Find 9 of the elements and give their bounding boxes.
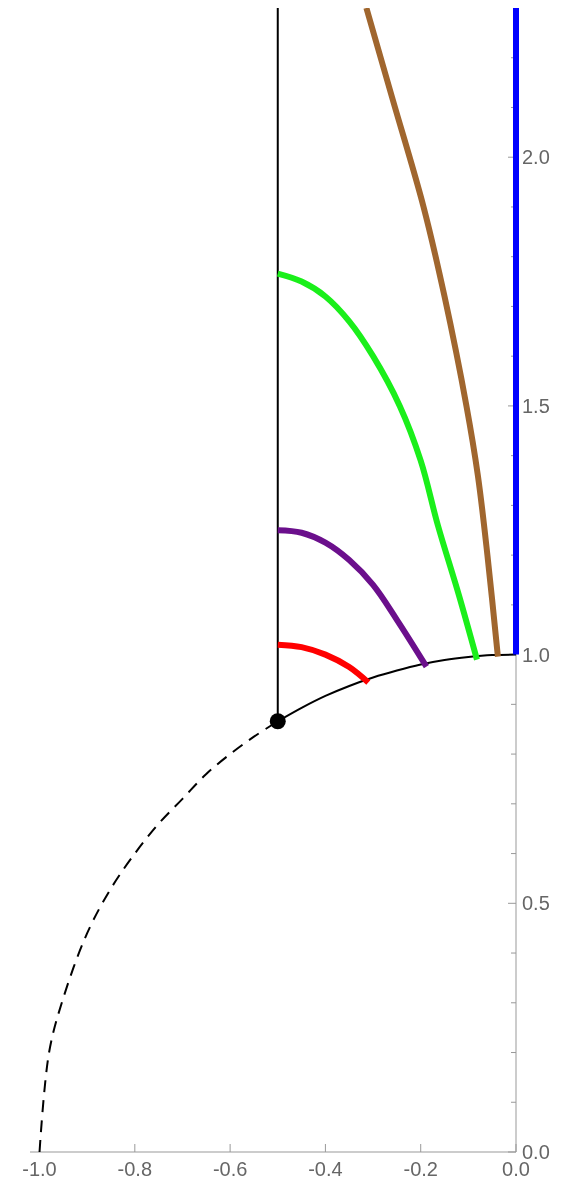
x-tick-label: -0.8 (117, 1158, 153, 1180)
x-tick-label: -0.4 (308, 1158, 343, 1180)
y-tick-label: 1.0 (522, 643, 550, 666)
y-tick-label: 2.0 (522, 146, 550, 169)
x-tick-label: -0.2 (403, 1158, 438, 1180)
y-tick-label: 1.5 (522, 394, 550, 417)
x-tick-label: -0.6 (212, 1158, 248, 1180)
x-tick-label: -1.0 (22, 1158, 57, 1180)
y-tick-label: 0.5 (522, 892, 550, 915)
